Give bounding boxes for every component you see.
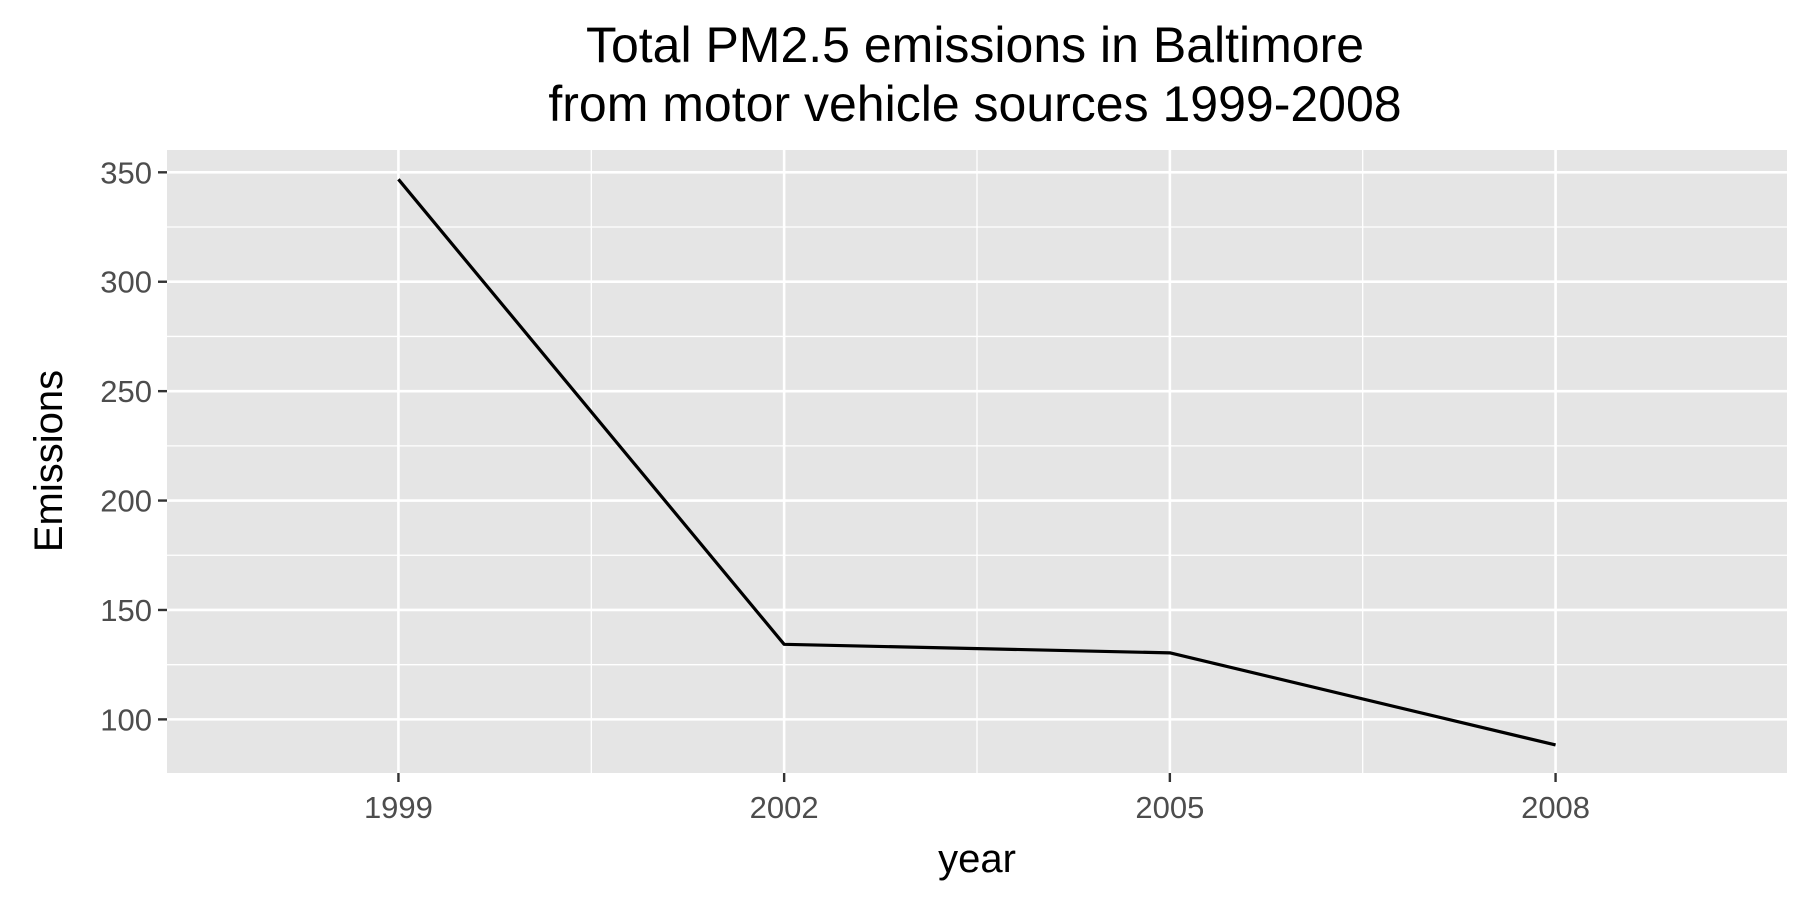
series-line <box>397 178 1556 747</box>
x-tick-label: 2008 <box>1521 790 1590 825</box>
y-axis-label: Emissions <box>27 370 71 552</box>
y-tick-label: 350 <box>100 155 152 190</box>
x-tick-label: 2002 <box>750 790 819 825</box>
y-tick-label: 250 <box>100 374 152 409</box>
y-tick-label: 200 <box>100 484 152 519</box>
x-tick-label: 2005 <box>1135 790 1204 825</box>
y-axis-ticks: 100 150 200 250 300 350 <box>100 155 167 737</box>
x-tick-label: 1999 <box>364 790 433 825</box>
y-tick-label: 300 <box>100 265 152 300</box>
grid-minor <box>167 150 1787 773</box>
y-tick-label: 100 <box>100 702 152 737</box>
grid-major <box>167 150 1787 773</box>
chart-title: Total PM2.5 emissions in Baltimore <box>586 17 1364 73</box>
y-tick-label: 150 <box>100 593 152 628</box>
x-axis-label: year <box>938 837 1016 881</box>
chart-subtitle: from motor vehicle sources 1999-2008 <box>548 76 1401 132</box>
series-layer <box>397 178 1556 747</box>
x-axis-ticks: 1999 2002 2005 2008 <box>364 773 1590 825</box>
